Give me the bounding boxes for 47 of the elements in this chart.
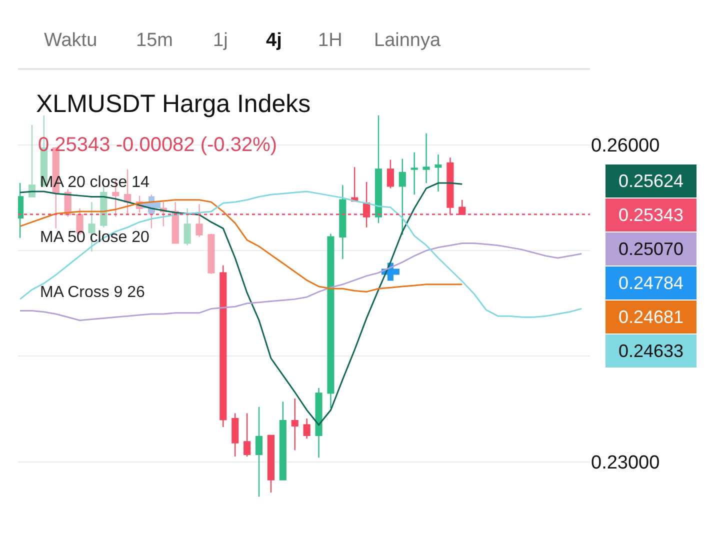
candlestick xyxy=(446,157,454,216)
candlestick xyxy=(315,387,322,458)
candlestick xyxy=(255,406,263,498)
candlestick xyxy=(267,434,274,494)
candlestick xyxy=(422,132,430,184)
text: 0.25343 -0.00082 (-0.32%) xyxy=(38,134,278,156)
candlestick xyxy=(172,201,179,244)
text: 1j xyxy=(213,30,228,51)
candlestick xyxy=(398,158,406,236)
y-tick-label: 0.23000 xyxy=(591,452,660,474)
line-series xyxy=(19,242,582,322)
text: Waktu xyxy=(44,30,98,51)
annotation: MA 20 close 14 xyxy=(40,174,150,191)
candlestick xyxy=(208,233,215,274)
candlestick xyxy=(410,152,418,196)
candlestick xyxy=(374,114,382,224)
text: 0.25343 xyxy=(618,205,684,225)
annotation: MA Cross 9 26 xyxy=(40,284,146,301)
text: 0.24633 xyxy=(618,341,684,361)
candlestick xyxy=(327,233,334,409)
text: 15m xyxy=(136,30,173,51)
candlestick xyxy=(184,208,191,246)
candlestick xyxy=(232,412,239,458)
candlestick xyxy=(28,124,36,198)
candlestick xyxy=(434,154,442,192)
candlestick xyxy=(351,166,358,202)
text: 0.25070 xyxy=(618,239,684,259)
candlestick xyxy=(244,412,251,458)
text: Lainnya xyxy=(374,30,441,51)
candlestick xyxy=(339,184,346,260)
text: 0.24784 xyxy=(618,273,684,293)
candlestick xyxy=(303,418,310,440)
candlestick xyxy=(196,204,203,238)
text: 0.24681 xyxy=(618,307,684,327)
y-tick-label: 0.26000 xyxy=(591,136,660,157)
candlestick xyxy=(220,264,227,428)
text: XLMUSDT Harga Indeks xyxy=(36,90,311,118)
candlestick xyxy=(386,159,394,189)
candlestick xyxy=(18,182,24,239)
text: 4j xyxy=(266,30,282,51)
candlestick xyxy=(279,401,286,480)
line-series xyxy=(19,190,582,318)
text: 1H xyxy=(318,30,342,51)
candlestick xyxy=(291,398,298,451)
text: 0.25624 xyxy=(618,171,684,191)
candlestick xyxy=(458,199,466,215)
candlestick xyxy=(363,181,370,228)
